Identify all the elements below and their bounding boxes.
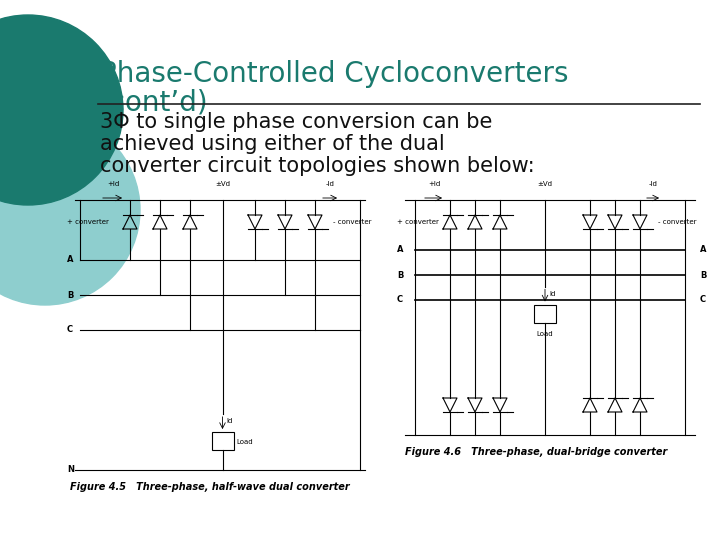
Text: converter circuit topologies shown below:: converter circuit topologies shown below… xyxy=(100,156,535,176)
Text: C: C xyxy=(67,326,73,334)
Text: Figure 4.6   Three-phase, dual-bridge converter: Figure 4.6 Three-phase, dual-bridge conv… xyxy=(405,447,667,457)
Text: - converter: - converter xyxy=(658,219,696,225)
Text: -Id: -Id xyxy=(325,181,334,187)
Text: + converter: + converter xyxy=(67,219,109,225)
Text: + converter: + converter xyxy=(397,219,439,225)
Text: C: C xyxy=(397,295,403,305)
Text: Id: Id xyxy=(227,418,233,424)
Text: ±Vd: ±Vd xyxy=(215,181,230,187)
Text: N: N xyxy=(67,465,74,475)
Circle shape xyxy=(0,15,123,205)
Text: +Id: +Id xyxy=(428,181,440,187)
Text: A: A xyxy=(700,246,706,254)
Text: Load: Load xyxy=(236,439,253,445)
Text: Id: Id xyxy=(549,291,555,296)
Bar xyxy=(212,432,233,450)
Text: A: A xyxy=(397,246,403,254)
Text: C: C xyxy=(700,295,706,305)
Text: - converter: - converter xyxy=(333,219,372,225)
Text: B: B xyxy=(67,291,73,300)
Text: 3Φ to single phase conversion can be: 3Φ to single phase conversion can be xyxy=(100,112,492,132)
Text: Phase-Controlled Cycloconverters: Phase-Controlled Cycloconverters xyxy=(100,60,569,88)
Text: B: B xyxy=(397,271,403,280)
Text: achieved using either of the dual: achieved using either of the dual xyxy=(100,134,445,154)
Text: Figure 4.5   Three-phase, half-wave dual converter: Figure 4.5 Three-phase, half-wave dual c… xyxy=(70,482,350,492)
Circle shape xyxy=(0,115,140,305)
Text: -Id: -Id xyxy=(649,181,657,187)
Bar xyxy=(534,305,556,322)
Text: +Id: +Id xyxy=(107,181,119,187)
Text: A: A xyxy=(67,255,73,265)
Text: Load: Load xyxy=(536,330,553,336)
Text: (cont’d): (cont’d) xyxy=(100,88,209,116)
Text: ±Vd: ±Vd xyxy=(538,181,552,187)
Text: B: B xyxy=(700,271,706,280)
